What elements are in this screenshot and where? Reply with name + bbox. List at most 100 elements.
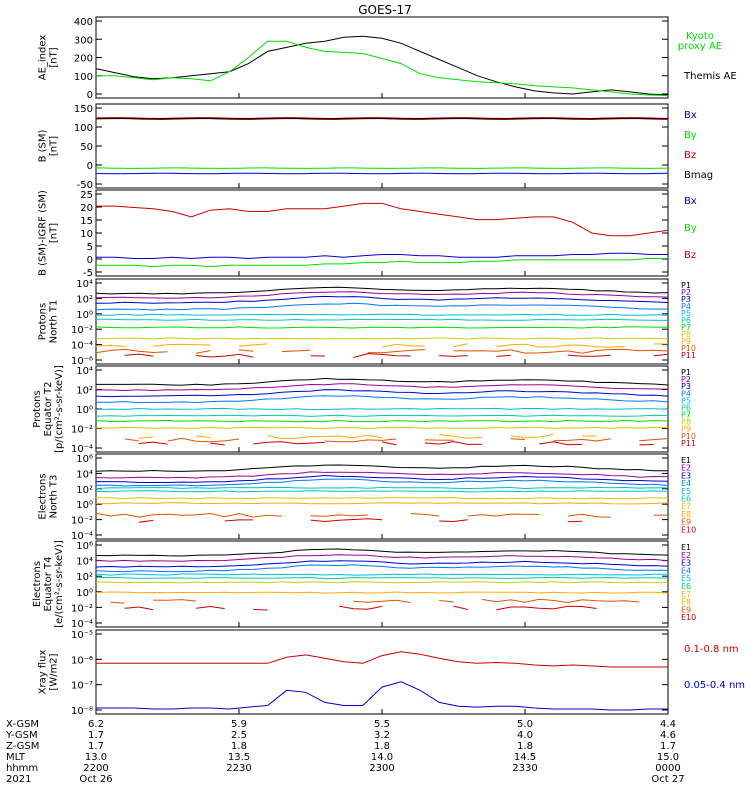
series-line-bz: [96, 202, 669, 237]
channel-line-11: [124, 353, 669, 358]
y-tick-label: 10⁻²: [71, 603, 93, 614]
footer-value: 2230: [226, 763, 251, 774]
legend-channel: P11: [681, 351, 696, 360]
y-tick-label: 5: [87, 242, 93, 253]
legend-entry: Kyoto: [686, 31, 714, 42]
legend-channel: E6: [681, 582, 691, 591]
footer-value: 2.5: [231, 730, 247, 741]
panel-frame: [95, 278, 669, 365]
y-tick-label: 10⁰: [76, 310, 93, 321]
y-tick-label: 10⁻⁴: [71, 341, 93, 352]
channel-line-2: [95, 471, 669, 479]
legend-entry: 0.1-0.8 nm: [684, 644, 739, 655]
legend-channel: P5: [681, 309, 691, 318]
channel-line-7: [95, 497, 669, 500]
y-axis-label: [W/m2]: [49, 653, 60, 690]
legend-entry: proxy AE: [678, 41, 722, 52]
legend-channel: P3: [681, 382, 691, 391]
legend-entry: Bx: [684, 196, 697, 207]
channel-line-4: [95, 564, 669, 573]
legend-channel: P6: [681, 316, 691, 325]
footer-value: 5.9: [231, 719, 247, 730]
legend-channel: E3: [681, 471, 691, 480]
footer-value: 0000: [655, 763, 680, 774]
channel-line-1: [96, 377, 669, 386]
channel-line-6: [95, 576, 669, 580]
channel-line-3: [95, 389, 669, 398]
footer-value: 1.8: [374, 741, 390, 752]
legend-channel: P9: [681, 337, 691, 346]
channel-line-3: [96, 474, 669, 483]
y-tick-label: 10²: [76, 572, 93, 583]
panel-frame: [95, 629, 669, 715]
series-line-by: [95, 167, 669, 169]
legend-channel: E5: [681, 487, 691, 496]
y-tick-label: 10⁻⁴: [71, 444, 93, 455]
y-tick-label: 10⁴: [76, 469, 93, 480]
series-line-by: [96, 258, 668, 268]
y-tick-label: -50: [77, 180, 93, 191]
footer-value: Oct 26: [79, 774, 112, 785]
legend-channel: P11: [681, 439, 696, 448]
legend-entry: Themis AE: [683, 71, 737, 82]
channel-line-6: [95, 414, 669, 417]
y-tick-label: 150: [74, 104, 93, 115]
y-tick-label: 0: [87, 90, 93, 101]
series-line-xray-long: [96, 651, 668, 668]
ephemeris-footer: X-GSMY-GSMZ-GSMMLThhmm20216.21.71.713.02…: [5, 719, 685, 785]
y-tick-label: 10⁻²: [71, 325, 93, 336]
channel-line-8: [95, 502, 669, 505]
legend-channel: E4: [681, 479, 691, 488]
y-tick-label: 20: [80, 203, 93, 214]
legend-channel: E1: [681, 543, 691, 552]
y-axis-label: [nT]: [49, 223, 60, 243]
footer-value: Oct 27: [651, 774, 684, 785]
legend-entry: Bmag: [684, 170, 713, 181]
y-tick-label: 10⁻⁶: [71, 356, 93, 367]
footer-value: 1.7: [88, 741, 104, 752]
channel-line-9: [95, 512, 669, 518]
channel-lines-enorth: [95, 464, 669, 523]
legend-channel: E9: [681, 605, 691, 614]
y-tick-label: 10⁴: [76, 557, 93, 568]
y-axis-label: Protons: [32, 390, 43, 427]
channel-line-10: [139, 519, 654, 523]
legend-channel: E8: [681, 510, 691, 519]
channel-line-11: [138, 441, 654, 446]
y-tick-label: 10⁰: [76, 500, 93, 511]
y-tick-label: 10²: [76, 294, 93, 305]
y-tick-label: 10⁻⁶: [71, 655, 93, 666]
channel-line-5: [95, 313, 669, 316]
legend-channel: P4: [681, 302, 691, 311]
y-tick-label: 10⁻⁸: [71, 706, 93, 717]
channel-line-3: [95, 560, 669, 568]
footer-value: 1.8: [231, 741, 247, 752]
legend-channel: E1: [681, 456, 691, 465]
footer-value: 2330: [512, 763, 537, 774]
panel-bigrf: 25 20 15 10 5 0 -5 B (SM)-IGRF (SM) [nT] Bx By Bz: [38, 189, 697, 279]
channel-line-9: [139, 435, 654, 439]
y-tick-label: 10²: [76, 386, 93, 397]
panel-bsm: 150 100 50 0 -50 B (SM) [nT] Bx By Bz Bmag: [38, 103, 713, 191]
legend-entry: By: [684, 130, 697, 141]
legend-channel: E10: [681, 613, 696, 622]
panel-eeq: 10⁶ 10⁴ 10² 10⁰ 10⁻² 10⁻⁴ Electrons Equator T4[…: [32, 540, 696, 630]
footer-row-label: hhmm: [6, 763, 38, 774]
y-tick-label: 10⁶: [76, 454, 93, 465]
legend-channel: P8: [681, 330, 691, 339]
footer-value: 1.7: [660, 741, 676, 752]
y-tick-label: 25: [80, 190, 93, 201]
legend-channel: P7: [681, 323, 691, 332]
legend-entry: Bx: [684, 110, 697, 121]
y-axis-label: AE_index: [38, 35, 49, 81]
series-line-xray-short: [96, 681, 668, 711]
channel-line-10: [95, 348, 669, 354]
y-tick-label: 400: [74, 17, 93, 28]
footer-value: 15.0: [657, 752, 679, 763]
y-tick-label: 10⁴: [76, 366, 93, 377]
channel-line-4: [95, 395, 669, 404]
legend-channel: P9: [681, 425, 691, 434]
footer-value: 5.0: [517, 719, 533, 730]
y-axis-label: Protons: [38, 303, 49, 340]
